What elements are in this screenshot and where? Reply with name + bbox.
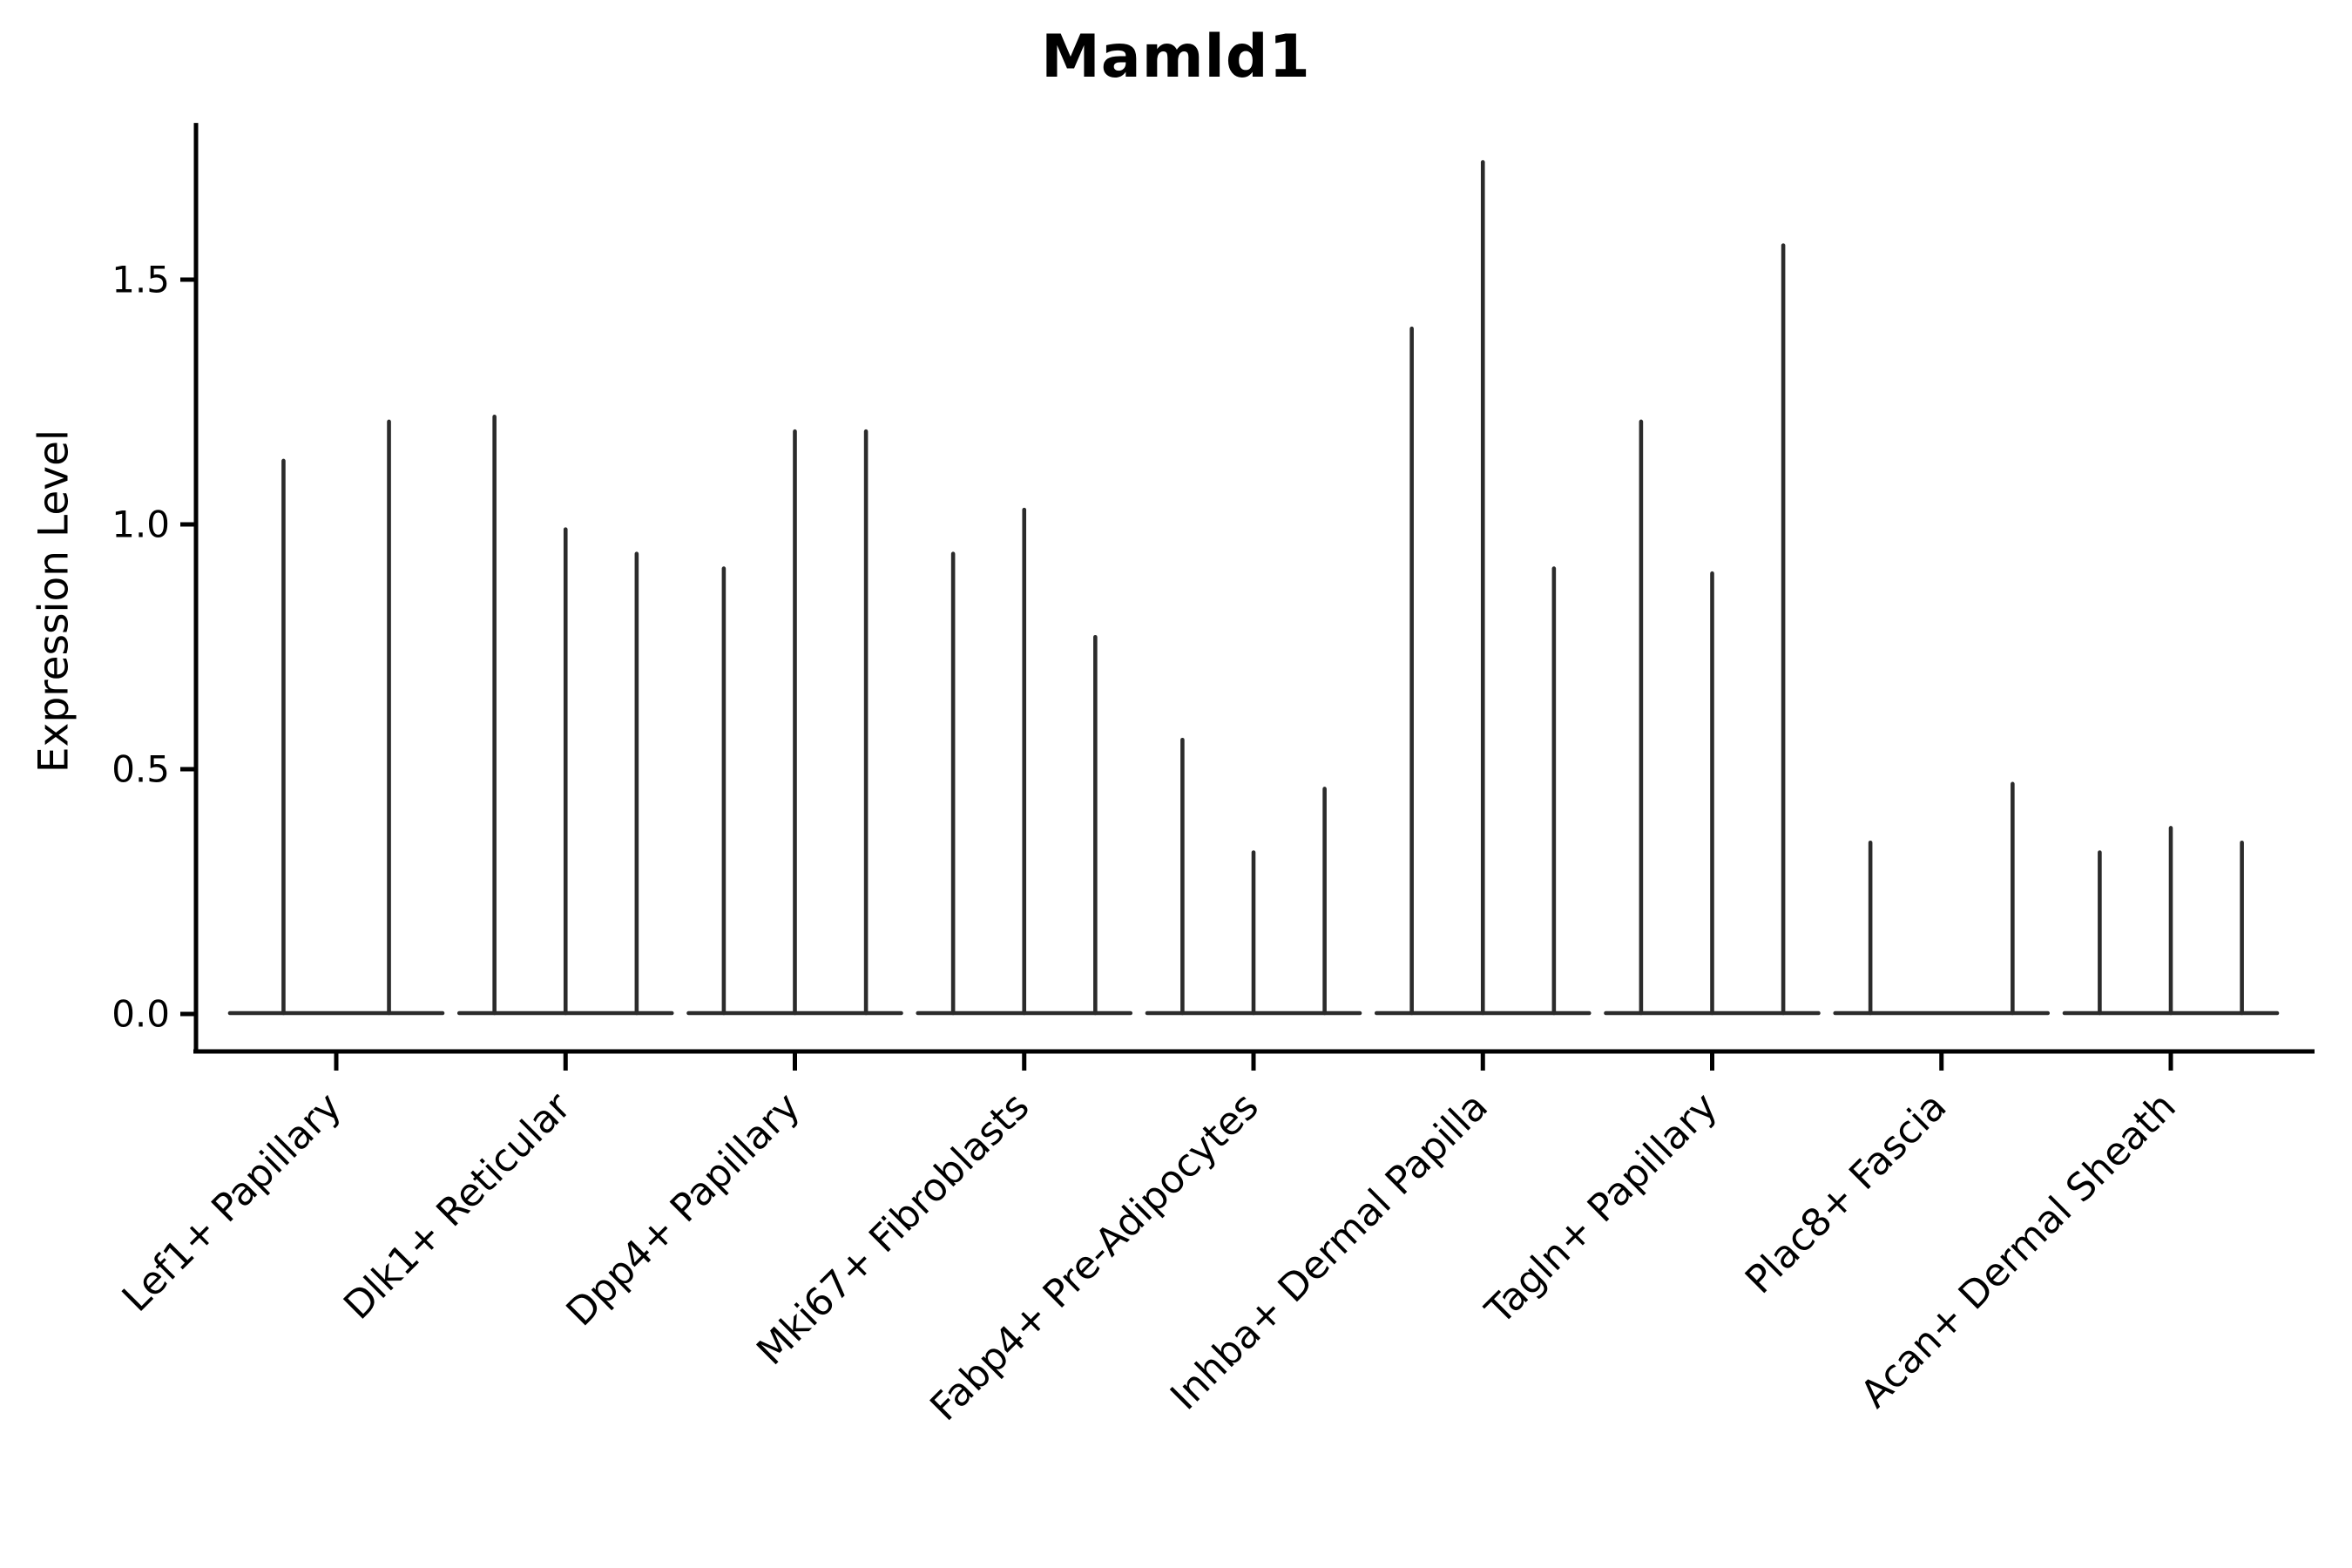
x-tick-label: Tagln+ Papillary	[1477, 1085, 1726, 1334]
x-tick-label: Dpp4+ Papillary	[558, 1085, 809, 1335]
y-tick-label: 1.0	[112, 504, 170, 546]
chart-title: Mamld1	[1041, 23, 1311, 91]
x-tick-label: Lef1+ Papillary	[114, 1085, 350, 1321]
y-tick-label: 0.5	[112, 748, 170, 791]
y-tick-label: 0.0	[112, 993, 170, 1036]
x-tick-label: Plac8+ Fascia	[1737, 1085, 1956, 1303]
y-tick-label: 1.5	[112, 259, 170, 301]
x-tick-label: Dlk1+ Reticular	[335, 1084, 580, 1328]
